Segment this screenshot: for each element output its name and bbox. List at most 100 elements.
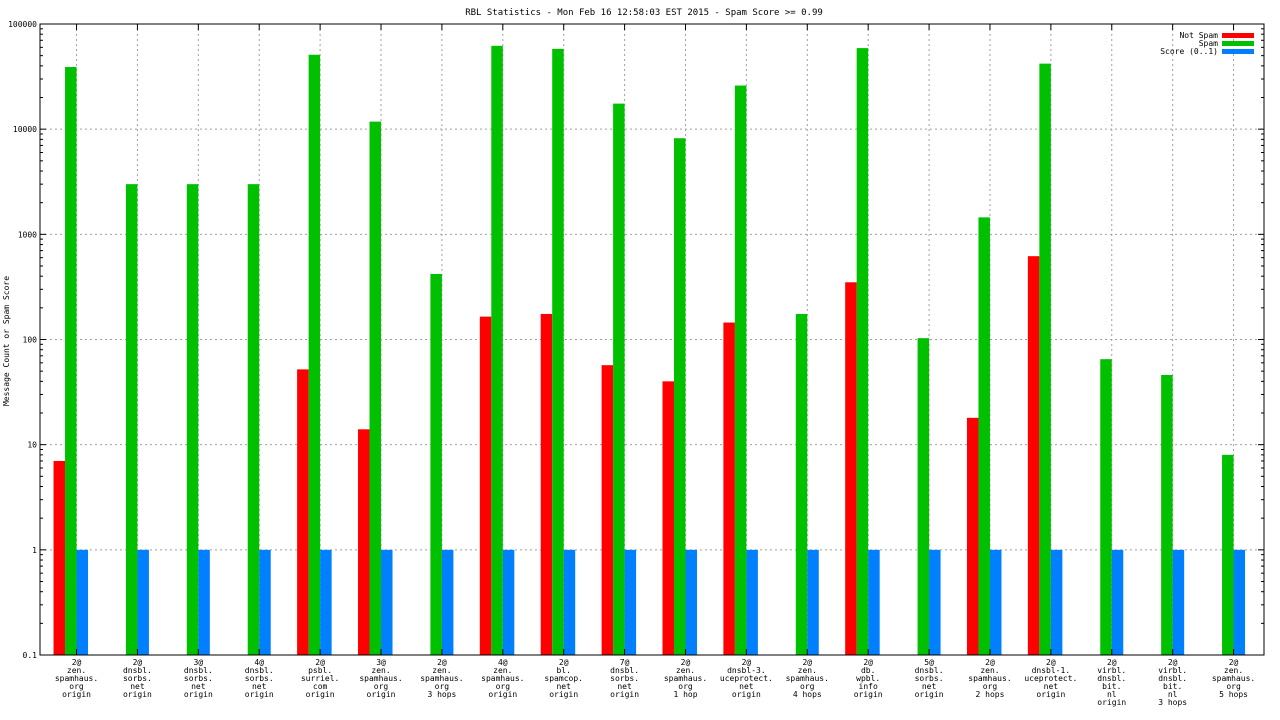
x-tick-label: 2@ db. wpbl. info origin [854,658,883,699]
x-tick-label-line: origin [123,690,152,699]
x-tick-label-line: zen. [493,666,512,675]
bar-not-spam [601,365,614,655]
y-tick-label: 100000 [8,20,37,29]
bar-score-0-1 [320,549,332,655]
x-tick-label: 2@ zen. spamhaus. org 5 hops [1212,658,1255,699]
bar-not-spam [845,282,857,655]
x-tick-label-line: 2@ [133,658,143,667]
x-tick-label-line: dnsbl. [915,666,944,675]
x-tick-label-line: virbl. [1158,666,1187,675]
bar-spam [247,184,260,656]
x-tick-label-line: psbl. [308,666,332,675]
bar-score-0-1 [685,549,697,655]
x-tick-label: 2@ zen. spamhaus. org 3 hops [420,658,463,699]
x-tick-label-line: bit. [1163,682,1182,691]
y-tick-label: 0.1 [23,651,38,660]
bar-score-0-1 [502,549,515,655]
bar-spam [125,184,138,656]
x-tick-label-line: 7@ [620,658,630,667]
x-tick-label-line: zen. [980,666,999,675]
bar-spam [613,103,625,655]
x-tick-label-line: 5@ [924,658,934,667]
x-tick-label-line: origin [367,690,396,699]
x-tick-label: 4@ dnsbl. sorbs. net origin [245,658,274,699]
x-tick-label-line: 2@ [72,658,82,667]
bar-not-spam [966,417,979,655]
x-tick-label-line: spamhaus. [55,674,98,683]
bar-spam [1039,63,1051,655]
y-tick-label: 100 [23,336,38,345]
x-tick-label: 2@ virbl. dnsbl. bit. nl 3 hops [1158,658,1187,707]
x-tick-label-line: zen. [798,666,817,675]
bar-score-0-1 [381,549,393,655]
x-tick-label-line: dnsbl. [610,666,639,675]
x-tick-label-line: zen. [676,666,695,675]
x-tick-label-line: sorbs. [123,674,152,683]
bar-score-0-1 [1050,549,1063,655]
x-tick-label-line: org [69,682,84,691]
x-tick-label-line: 2@ [802,658,812,667]
x-tick-label-line: 4 hops [793,690,822,699]
x-tick-label-line: sorbs. [915,674,944,683]
bar-spam [552,48,564,655]
legend-swatch [1222,49,1254,54]
x-tick-label-line: bit. [1102,682,1121,691]
bar-spam [673,138,686,655]
bar-score-0-1 [1111,549,1124,655]
x-tick-label-line: origin [306,690,335,699]
bar-spam [1100,359,1112,655]
x-tick-label-line: 4@ [498,658,508,667]
bar-spam [186,184,199,656]
bar-spam [795,313,808,655]
x-tick-label-line: sorbs. [610,674,639,683]
bar-score-0-1 [929,549,941,655]
x-tick-label-line: 3@ [376,658,386,667]
x-tick-label-line: 2@ [985,658,995,667]
x-tick-label-line: origin [915,690,944,699]
bar-score-0-1 [259,549,271,655]
x-tick-label-line: org [983,682,998,691]
bar-spam [917,338,930,655]
bar-not-spam [540,313,553,655]
bar-spam [856,48,869,655]
legend-label: Score (0..1) [1160,47,1218,56]
x-tick-label-line: sorbs. [245,674,274,683]
x-tick-label-line: spamhaus. [359,674,402,683]
x-tick-label-line: bl. [556,666,570,675]
x-tick-label-line: org [800,682,815,691]
x-tick-label-line: net [617,682,632,691]
bar-spam [308,54,321,656]
x-tick-label-line: dnsbl. [1097,674,1126,683]
x-tick-label-line: net [130,682,145,691]
x-tick-label-line: 2@ [1229,658,1239,667]
x-tick-label-line: org [496,682,511,691]
x-tick-label-line: spamhaus. [786,674,829,683]
x-tick-label: 2@ zen. spamhaus. org origin [55,658,98,699]
x-tick-label: 2@ virbl. dnsbl. bit. nl origin [1097,658,1126,707]
x-tick-label: 2@ dnsbl. sorbs. net origin [123,658,152,699]
x-tick-label-line: 2@ [1046,658,1056,667]
x-tick-label-line: dnsbl-1. [1032,666,1071,675]
x-tick-label-line: org [374,682,389,691]
x-tick-label-line: surriel. [301,674,340,683]
x-tick-label-line: origin [854,690,883,699]
x-tick-label-line: zen. [371,666,390,675]
bar-spam [430,273,442,655]
bar-not-spam [1027,256,1040,655]
x-tick-label-line: 1 hop [673,690,697,699]
x-tick-label-line: net [191,682,206,691]
x-tick-label-line: org [435,682,450,691]
x-tick-label-line: nl [1107,690,1117,699]
bars-layer [53,45,1246,656]
plot-border [39,23,1265,656]
x-tick-label-line: spamcop. [544,674,583,683]
chart-title: RBL Statistics - Mon Feb 16 12:58:03 EST… [465,8,823,18]
x-tick-label-line: 2@ [1168,658,1178,667]
bar-spam [491,45,503,655]
legend-swatch [1222,41,1254,46]
bar-score-0-1 [198,549,210,655]
x-tick-label-line: origin [62,690,91,699]
